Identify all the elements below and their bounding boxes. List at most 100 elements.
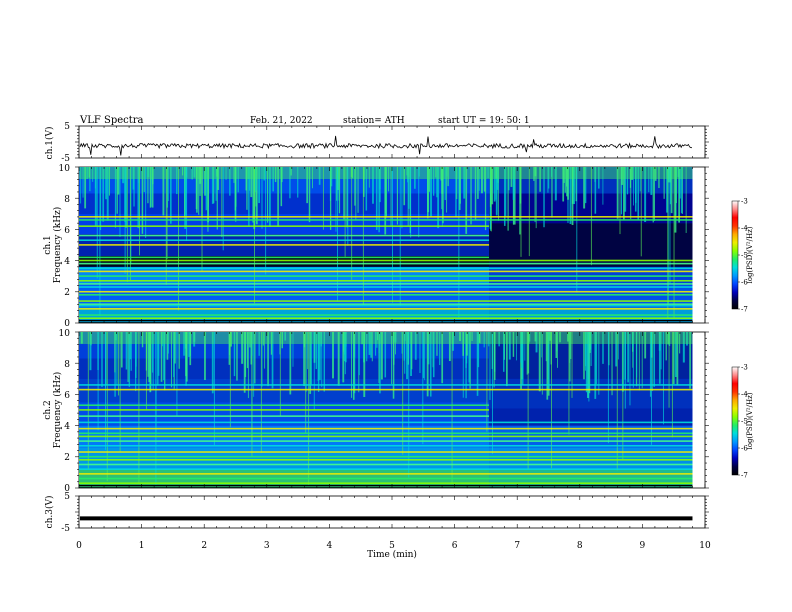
spec-sferic <box>546 332 549 400</box>
spec-sferic <box>512 167 515 200</box>
spec1-ytick-label: 10 <box>59 164 71 174</box>
spec-sferic <box>541 332 543 358</box>
spec-sferic <box>337 332 340 386</box>
spec1-ytick-label: 8 <box>64 195 70 205</box>
spec-sferic <box>583 332 585 380</box>
spec-sferic <box>435 167 437 178</box>
x-tick-label: 10 <box>699 541 711 551</box>
spec-sferic <box>281 332 284 349</box>
x-tick-label: 2 <box>201 541 207 551</box>
spec2-ylabel: ch.2Frequency (kHz) <box>43 372 63 449</box>
ch1-ylabel: ch.1(V) <box>44 127 55 160</box>
spec-sferic <box>534 167 537 177</box>
spec-tx-line <box>79 409 490 411</box>
spec-sferic <box>101 332 103 387</box>
spec-sferic <box>516 332 517 361</box>
spec-sferic <box>564 167 566 193</box>
spec-impulse <box>145 167 147 238</box>
spec-impulse <box>105 332 107 450</box>
colorbar-tick-label: -6 <box>741 445 748 453</box>
spec-tx-line <box>79 463 693 466</box>
spec-sferic <box>351 332 353 398</box>
x-tick-label: 6 <box>452 541 458 551</box>
spec-sferic <box>183 332 185 356</box>
colorbar-label: log(PSD)(V²/Hz) <box>746 226 754 283</box>
spec-sferic <box>261 332 263 387</box>
spec-tx-line <box>79 286 693 288</box>
spec-sferic <box>317 332 319 381</box>
spec-sferic <box>410 332 412 376</box>
spec-sferic <box>429 167 430 192</box>
spec-sferic <box>638 332 640 391</box>
spec-impulse <box>568 332 570 435</box>
spec-sferic <box>162 332 163 347</box>
spec-sferic <box>474 167 477 221</box>
spec-sferic <box>471 332 473 341</box>
spec-tx-line <box>79 473 693 475</box>
spec-sferic <box>483 332 485 348</box>
spec-sferic <box>143 167 145 193</box>
spec-sferic <box>685 167 687 233</box>
spec-sferic <box>376 332 378 348</box>
spec-sferic <box>125 167 128 228</box>
spec-impulse <box>668 332 670 408</box>
spec-sferic <box>595 332 598 384</box>
spec-sferic <box>432 332 435 378</box>
spec-sferic <box>248 167 250 226</box>
colorbar-tick-label: -5 <box>741 252 748 260</box>
spec-sferic <box>249 332 251 348</box>
spec-tx-line <box>79 275 693 277</box>
spec-sferic <box>620 167 623 215</box>
spec-sferic <box>355 167 357 220</box>
spec-sferic <box>384 167 387 235</box>
spec-sferic <box>491 167 494 205</box>
spec-tx-line <box>79 435 693 438</box>
spec-sferic <box>89 332 92 371</box>
spec-sferic <box>660 332 662 370</box>
spec-sferic <box>487 167 489 179</box>
spec2-ytick-label: 8 <box>64 360 70 370</box>
spec-sferic <box>624 167 627 212</box>
spec-sferic <box>652 167 654 223</box>
spec-impulse <box>490 167 492 232</box>
spec-impulse <box>347 167 349 246</box>
spec-sferic <box>342 332 345 383</box>
spec-sferic <box>191 167 193 180</box>
spec-sferic <box>255 167 258 225</box>
spec-sferic <box>608 332 610 366</box>
spec-band <box>489 447 693 470</box>
spec-haze <box>79 167 693 179</box>
spec-sferic <box>512 332 515 357</box>
colorbar-tick-label: -3 <box>741 364 748 372</box>
spec-sferic <box>385 167 387 216</box>
spec-band <box>79 255 490 267</box>
spec-sferic <box>133 167 135 207</box>
spec-sferic <box>332 332 334 379</box>
spec-impulse <box>129 167 131 281</box>
spec-sferic <box>615 332 618 367</box>
ch3-waveform-frame <box>78 495 706 529</box>
ch1-waveform-frame <box>78 125 706 159</box>
spec-sferic <box>88 167 91 178</box>
spec-sferic <box>173 332 176 364</box>
spec-sferic <box>598 332 600 395</box>
spec-sferic <box>442 167 444 224</box>
spec-impulse <box>308 332 310 485</box>
spec-sferic <box>319 332 321 381</box>
spec-sferic <box>188 332 190 357</box>
x-tick-label: 1 <box>139 541 145 551</box>
spec2-ytick-label: 2 <box>64 453 70 463</box>
spec-tx-line <box>79 244 490 246</box>
spec-sferic <box>346 167 348 228</box>
spec-sferic <box>116 167 118 214</box>
spec-sferic <box>264 332 266 369</box>
spec-impulse <box>550 332 552 469</box>
spec-sferic <box>639 167 641 192</box>
spec-sferic <box>370 332 373 358</box>
spec-sferic <box>395 332 396 355</box>
spec-sferic <box>247 332 249 399</box>
spec1-ytick-label: 6 <box>64 226 70 236</box>
spec1-ytick-label: 0 <box>64 319 70 329</box>
spec-sferic <box>213 167 215 204</box>
x-tick-label: 0 <box>76 541 82 551</box>
